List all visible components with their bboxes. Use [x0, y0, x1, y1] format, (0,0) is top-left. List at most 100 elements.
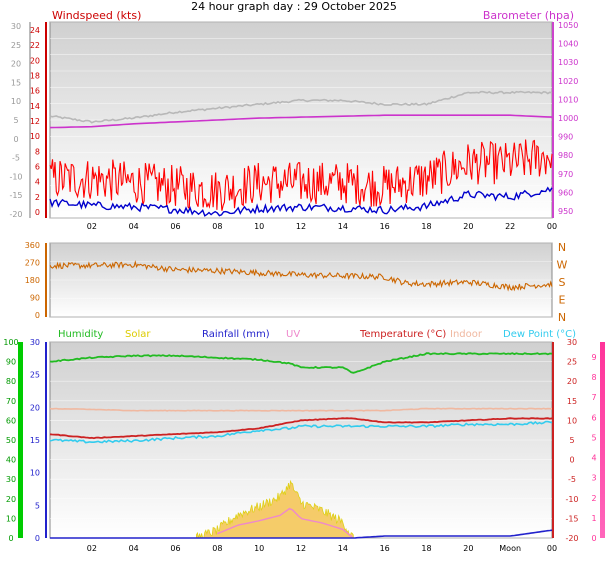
temperature-gridlines [50, 341, 552, 539]
temperature-line [49, 417, 553, 440]
uv-tick-label: 3 [591, 474, 596, 483]
temperature-tick-label: -20 [565, 534, 578, 543]
temperature-x-tick-label: 14 [338, 544, 348, 553]
windspeed-tick-label: 24 [30, 26, 40, 35]
rainfall-tick-label: 0 [35, 534, 40, 543]
uv-tick-label: 6 [591, 413, 596, 422]
outer-tick-label: 0 [13, 135, 18, 144]
temperature-tick-label: 25 [567, 358, 577, 367]
legend-item: Dew Point (°C) [503, 329, 576, 340]
temperature-x-tick-label: 02 [87, 544, 97, 553]
windspeed-axis-title: Windspeed (kts) [52, 9, 141, 22]
outer-tick-label: -20 [9, 210, 22, 219]
direction-degree-label: 270 [25, 259, 40, 268]
barometer-tick-label: 980 [558, 151, 573, 160]
temperature-series [49, 352, 553, 539]
temperature-legend: Humidity Solar Rainfall (mm) UV Temperature … [58, 329, 576, 340]
legend-item: Rainfall (mm) [202, 329, 270, 340]
legend-item: Solar [125, 329, 151, 340]
compass-label: N [558, 311, 566, 324]
outer-tick-label: 5 [13, 116, 18, 125]
uv-line [217, 507, 353, 538]
wind-x-tick-label: 06 [170, 222, 180, 231]
uv-tick-label: 8 [591, 373, 596, 382]
windspeed-tick-label: 10 [30, 132, 40, 141]
compass-label: S [559, 276, 566, 289]
direction-degree-label: 0 [35, 311, 40, 320]
outer-tick-label: 25 [11, 41, 21, 50]
outer-tick-label: 15 [11, 78, 21, 87]
uv-tick-label: 1 [591, 514, 596, 523]
humidity-tick-label: 30 [6, 475, 16, 484]
temperature-tick-label: 10 [567, 416, 577, 425]
legend-item: Temperature (°C) [359, 329, 446, 340]
temperature-x-tick-label: 16 [380, 544, 390, 553]
temperature-tick-label: 5 [569, 436, 574, 445]
temperature-x-tick-label: 12 [296, 544, 306, 553]
humidity-tick-label: 60 [6, 416, 16, 425]
direction-series [49, 260, 553, 292]
indoor-line [49, 407, 552, 412]
windspeed-tick-label: 16 [30, 87, 40, 96]
legend-item: Humidity [58, 329, 103, 340]
gust-line [49, 139, 553, 211]
compass-label: E [559, 294, 566, 307]
windspeed-tick-label: 12 [30, 117, 40, 126]
temperature-tick-label: -5 [568, 475, 576, 484]
barometer-tick-label: 1010 [558, 95, 578, 104]
uv-tick-label: 9 [591, 353, 596, 362]
direction-degree-label: 360 [25, 241, 40, 250]
windspeed-tick-label: 0 [35, 208, 40, 217]
barometer-tick-label: 1050 [558, 21, 578, 30]
direction-line [49, 260, 553, 292]
temperature-x-tick-label: 08 [212, 544, 222, 553]
rainfall-tick-label: 20 [30, 403, 40, 412]
temperature-tick-label: 15 [567, 397, 577, 406]
temperature-x-tick-label: 10 [254, 544, 264, 553]
legend-item: Indoor [450, 329, 483, 340]
uv-tick-label: 7 [591, 393, 596, 402]
chart-title: 24 hour graph day : 29 October 2025 [191, 0, 397, 13]
windspeed-tick-label: 2 [35, 193, 40, 202]
wind-x-tick-label: 18 [421, 222, 431, 231]
rainfall-line [50, 529, 553, 539]
temperature-x-tick-label: 18 [421, 544, 431, 553]
rainfall-tick-label: 10 [30, 469, 40, 478]
wind-x-tick-label: 12 [296, 222, 306, 231]
uv-tick-label: 0 [591, 534, 596, 543]
avg-wind-line [49, 186, 553, 217]
wind-x-ticks: 02 04 06 08 10 12 14 16 18 20 22 00 [87, 222, 557, 231]
uv-ticks: 9 8 7 6 5 4 3 2 1 0 [591, 353, 596, 543]
outer-tick-label: 20 [11, 60, 21, 69]
temperature-tick-label: 0 [569, 456, 574, 465]
humidity-tick-label: 90 [6, 358, 16, 367]
barometer-tick-label: 1000 [558, 114, 578, 123]
outer-tick-label: 10 [11, 97, 21, 106]
uv-tick-label: 2 [591, 494, 596, 503]
windspeed-tick-label: 20 [30, 56, 40, 65]
wind-x-tick-label: 08 [212, 222, 222, 231]
rainfall-tick-label: 30 [30, 338, 40, 347]
outer-tick-label: 30 [11, 22, 21, 31]
barometer-tick-label: 1020 [558, 77, 578, 86]
temperature-tick-label: -10 [565, 495, 578, 504]
wind-x-tick-label: 02 [87, 222, 97, 231]
windspeed-tick-label: 14 [30, 102, 40, 111]
temperature-x-tick-label: 00 [547, 544, 557, 553]
wind-x-tick-label: 10 [254, 222, 264, 231]
humidity-tick-label: 0 [8, 534, 13, 543]
outer-tick-label: -15 [9, 191, 22, 200]
barometer-tick-label: 990 [558, 133, 573, 142]
legend-item: UV [286, 329, 300, 340]
windspeed-tick-label: 22 [30, 41, 40, 50]
uv-tick-label: 5 [591, 433, 596, 442]
direction-degree-ticks: 360 270 180 90 0 [25, 241, 40, 320]
humidity-tick-label: 80 [6, 377, 16, 386]
temperature-x-tick-label: 04 [129, 544, 139, 553]
rainfall-ticks: 30 25 20 15 10 5 0 [30, 338, 40, 543]
temperature-tick-label: 20 [567, 377, 577, 386]
windspeed-tick-label: 6 [35, 163, 40, 172]
